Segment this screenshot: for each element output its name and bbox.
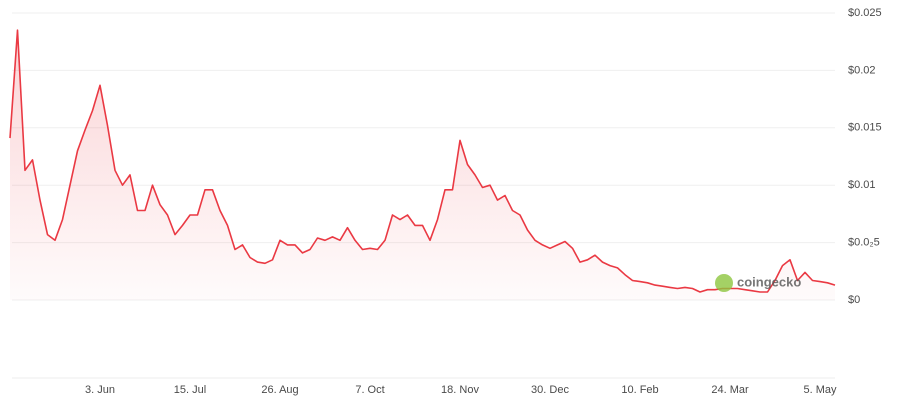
- x-tick-label: 15. Jul: [174, 384, 206, 396]
- area: [10, 30, 835, 300]
- y-tick-label: $0.01: [848, 179, 876, 191]
- watermark: coingecko: [737, 274, 801, 289]
- x-tick-label: 24. Mar: [711, 384, 749, 396]
- x-tick-label: 10. Feb: [621, 384, 658, 396]
- y-tick-label: $0.025: [848, 7, 882, 19]
- price-line: [9, 29, 836, 293]
- x-tick-label: 30. Dec: [531, 384, 569, 396]
- x-tick-label: 7. Oct: [355, 384, 384, 396]
- y-tick-label: $0: [848, 294, 860, 306]
- watermark-logo: [715, 274, 733, 292]
- x-tick-label: 18. Nov: [441, 384, 479, 396]
- x-tick-label: 26. Aug: [261, 384, 298, 396]
- x-tick-label: 5. May: [803, 384, 837, 396]
- x-tick-label: 3. Jun: [85, 384, 115, 396]
- y-tick-label: $0.015: [848, 122, 882, 134]
- y-tick-label: $0.02: [848, 64, 876, 76]
- y-tick-label: $0.0₂5: [848, 237, 880, 249]
